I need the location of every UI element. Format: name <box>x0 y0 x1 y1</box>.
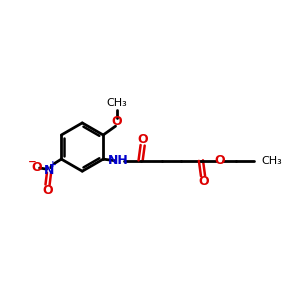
Text: −: − <box>28 157 36 167</box>
Text: N: N <box>44 164 54 176</box>
Text: O: O <box>31 160 42 174</box>
Text: CH₃: CH₃ <box>107 98 128 109</box>
Text: O: O <box>138 133 148 146</box>
Text: O: O <box>214 154 224 167</box>
Text: O: O <box>198 175 208 188</box>
Text: CH₃: CH₃ <box>261 156 282 166</box>
Text: +: + <box>49 160 57 169</box>
Text: O: O <box>112 115 122 128</box>
Text: O: O <box>42 184 53 197</box>
Text: NH: NH <box>108 154 129 167</box>
